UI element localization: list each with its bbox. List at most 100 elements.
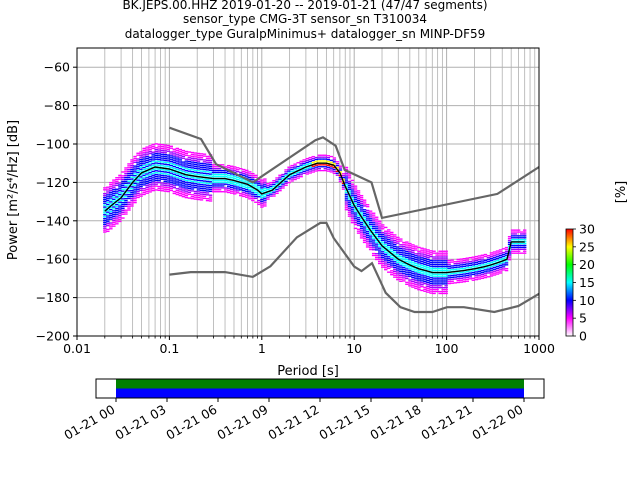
heatmap-cell <box>429 269 433 271</box>
heatmap-cell <box>329 171 334 173</box>
heatmap-cell <box>103 217 107 220</box>
heatmap-cell <box>507 259 512 261</box>
heatmap-cell <box>208 184 213 187</box>
heatmap-cell <box>157 143 161 145</box>
heatmap-cell <box>489 261 494 264</box>
heatmap-cell <box>109 189 113 192</box>
heatmap-cell <box>184 189 189 191</box>
heatmap-cell <box>275 177 279 179</box>
heatmap-cell <box>426 285 430 288</box>
heatmap-cell <box>133 186 137 188</box>
heatmap-cell <box>447 265 451 267</box>
heatmap-cell <box>136 183 140 185</box>
heatmap-cell <box>299 164 303 166</box>
heatmap-cell <box>326 156 331 159</box>
heatmap-cell <box>166 150 170 152</box>
heatmap-cell <box>211 166 216 168</box>
heatmap-cell <box>353 210 358 212</box>
heatmap-cell <box>293 175 297 177</box>
heatmap-cell <box>254 176 258 178</box>
heatmap-cell <box>139 193 143 195</box>
heatmap-cell <box>438 290 442 293</box>
y-tick-label: −60 <box>44 60 70 75</box>
heatmap-cell <box>359 229 364 231</box>
heatmap-cell <box>202 155 207 157</box>
heatmap-cell <box>438 285 442 287</box>
heatmap-cell <box>151 184 155 186</box>
heatmap-cell <box>299 175 303 178</box>
heatmap-cell <box>184 181 189 183</box>
heatmap-cell <box>184 164 189 166</box>
heatmap-cell <box>381 256 385 259</box>
heatmap-cell <box>432 256 436 258</box>
heatmap-cell <box>393 249 397 251</box>
heatmap-cell <box>233 185 237 187</box>
heatmap-cell <box>459 264 463 266</box>
heatmap-cell <box>133 175 137 177</box>
heatmap-cell <box>468 264 473 267</box>
heatmap-cell <box>169 189 173 192</box>
heatmap-cell <box>181 195 186 198</box>
heatmap-cell <box>109 197 113 199</box>
heatmap-cell <box>429 263 433 265</box>
heatmap-cell <box>384 255 388 257</box>
heatmap-cell <box>112 212 116 214</box>
heatmap-cell <box>148 170 152 172</box>
heatmap-cell <box>492 260 497 263</box>
heatmap-cell <box>450 274 454 277</box>
heatmap-cell <box>492 257 497 259</box>
heatmap-cell <box>377 234 382 236</box>
heatmap-cell <box>444 250 448 252</box>
heatmap-cell <box>387 244 391 246</box>
heatmap-cell <box>296 167 300 170</box>
heatmap-cell <box>118 186 122 188</box>
heatmap-cell <box>178 158 183 160</box>
heatmap-cell <box>154 148 158 151</box>
heatmap-cell <box>208 183 213 185</box>
heatmap-cell <box>371 214 376 216</box>
heatmap-cell <box>196 170 201 172</box>
heatmap-cell <box>196 164 201 166</box>
heatmap-cell <box>154 183 158 185</box>
heatmap-cell <box>263 195 267 198</box>
heatmap-cell <box>504 254 509 256</box>
heatmap-cell <box>408 275 412 277</box>
heatmap-cell <box>462 263 466 266</box>
heatmap-cell <box>154 175 158 178</box>
heatmap-cell <box>402 253 406 255</box>
heatmap-cell <box>365 211 370 214</box>
heatmap-cell <box>106 203 110 206</box>
heatmap-cell <box>420 289 424 292</box>
heatmap-cell <box>175 165 180 167</box>
heatmap-cell <box>163 180 167 183</box>
heatmap-cell <box>248 194 252 196</box>
heatmap-cell <box>305 159 309 162</box>
heatmap-cell <box>151 186 155 188</box>
heatmap-cell <box>341 173 346 175</box>
heatmap-cell <box>142 172 146 175</box>
heatmap-cell <box>142 147 146 150</box>
heatmap-cell <box>199 155 204 157</box>
heatmap-cell <box>266 192 270 195</box>
heatmap-cell <box>432 279 436 281</box>
heatmap-cell <box>172 148 176 150</box>
heatmap-cell <box>193 181 198 183</box>
heatmap-cell <box>377 222 382 224</box>
heatmap-cell <box>245 177 249 179</box>
heatmap-cell <box>474 273 479 275</box>
heatmap-cell <box>381 266 385 268</box>
heatmap-cell <box>492 251 497 253</box>
heatmap-cell <box>356 219 361 221</box>
heatmap-cell <box>329 165 334 167</box>
heatmap-cell <box>384 230 388 232</box>
heatmap-cell <box>435 287 439 289</box>
heatmap-cell <box>510 248 515 250</box>
heatmap-cell <box>187 172 192 174</box>
heatmap-cell <box>229 173 234 175</box>
heatmap-cell <box>178 164 183 166</box>
heatmap-cell <box>248 178 252 181</box>
heatmap-cell <box>423 263 427 266</box>
heatmap-cell <box>323 154 328 156</box>
heatmap-cell <box>214 189 219 191</box>
heatmap-cell <box>220 187 225 189</box>
